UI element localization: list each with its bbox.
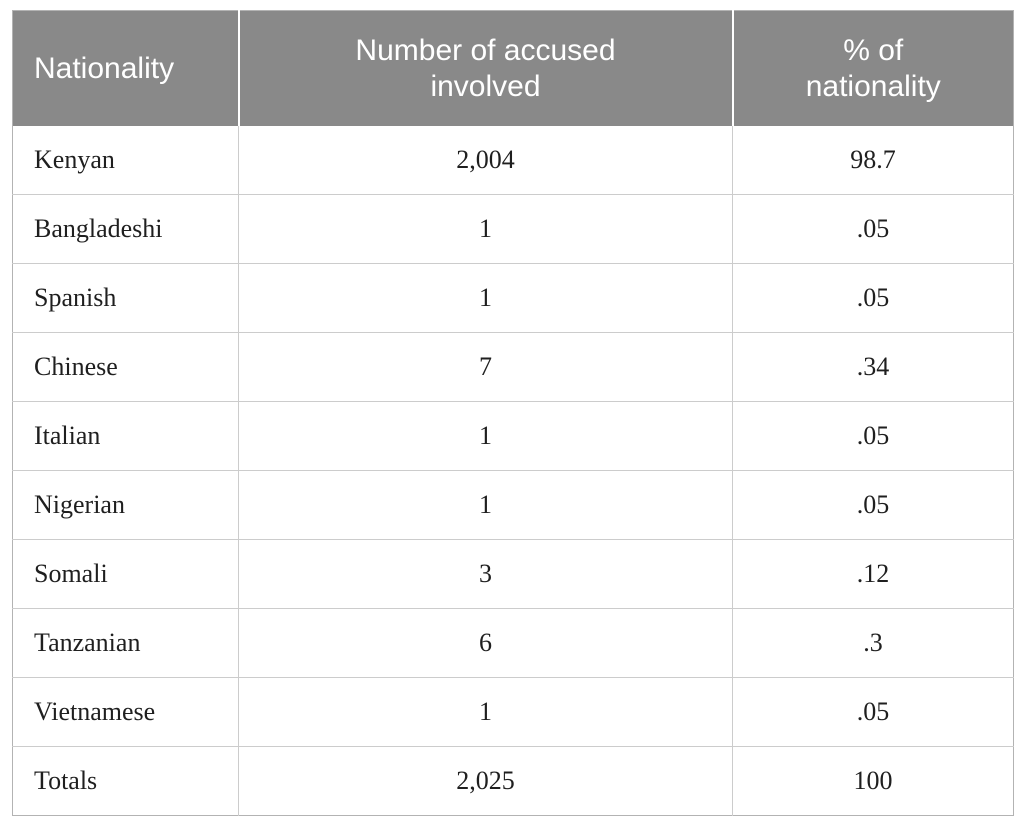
- cell-percent: .3: [732, 608, 1014, 678]
- table-row: Bangladeshi 1.05: [12, 194, 1014, 264]
- nationality-table: Nationality Number of accused involved %…: [12, 10, 1014, 816]
- table-row: Kenyan 2,004 98.7: [12, 126, 1014, 195]
- table-row: Nigerian 1.05: [12, 470, 1014, 540]
- column-header-nationality-label: Nationality: [34, 51, 175, 85]
- cell-percent: .34: [732, 332, 1014, 402]
- cell-nationality: Tanzanian: [12, 608, 239, 678]
- column-header-percent-of-nationality-label: % of nationality: [805, 33, 941, 103]
- table-row: Vietnamese 1.05: [12, 677, 1014, 747]
- cell-count: 7: [238, 332, 733, 402]
- cell-nationality: Kenyan: [12, 126, 239, 195]
- cell-count: 1: [238, 470, 733, 540]
- cell-percent: .05: [732, 194, 1014, 264]
- cell-percent: 100: [732, 746, 1014, 816]
- cell-count: 1: [238, 677, 733, 747]
- column-header-number-of-accused-label: Number of accused involved: [355, 33, 616, 103]
- cell-nationality: Bangladeshi: [12, 194, 239, 264]
- table-header: Nationality Number of accused involved %…: [12, 10, 1014, 126]
- cell-nationality: Vietnamese: [12, 677, 239, 747]
- table-row: Italian 1.05: [12, 401, 1014, 471]
- cell-count: 1: [238, 263, 733, 333]
- cell-percent: 98.7: [732, 126, 1014, 195]
- table-row: Chinese 7.34: [12, 332, 1014, 402]
- cell-percent: .12: [732, 539, 1014, 609]
- table-row: Tanzanian 6.3: [12, 608, 1014, 678]
- cell-count: 1: [238, 401, 733, 471]
- cell-count: 6: [238, 608, 733, 678]
- table-row: Spanish 1.05: [12, 263, 1014, 333]
- column-header-number-of-accused: Number of accused involved: [237, 10, 733, 126]
- cell-percent: .05: [732, 401, 1014, 471]
- cell-nationality: Totals: [12, 746, 239, 816]
- cell-count: 2,004: [238, 126, 733, 195]
- table-row: Somali 3.12: [12, 539, 1014, 609]
- cell-percent: .05: [732, 470, 1014, 540]
- column-header-percent-of-nationality: % of nationality: [731, 10, 1014, 126]
- cell-nationality: Nigerian: [12, 470, 239, 540]
- cell-count: 3: [238, 539, 733, 609]
- cell-nationality: Italian: [12, 401, 239, 471]
- header-row: Nationality Number of accused involved %…: [12, 10, 1014, 126]
- cell-count: 2,025: [238, 746, 733, 816]
- table-body: Kenyan 2,004 98.7 Bangladeshi 1.05 Spanish 1.0…: [12, 126, 1014, 816]
- cell-percent: .05: [732, 677, 1014, 747]
- cell-nationality: Somali: [12, 539, 239, 609]
- column-header-nationality: Nationality: [12, 10, 239, 126]
- table-row: Totals 2,025 100: [12, 746, 1014, 816]
- cell-percent: .05: [732, 263, 1014, 333]
- cell-count: 1: [238, 194, 733, 264]
- cell-nationality: Chinese: [12, 332, 239, 402]
- cell-nationality: Spanish: [12, 263, 239, 333]
